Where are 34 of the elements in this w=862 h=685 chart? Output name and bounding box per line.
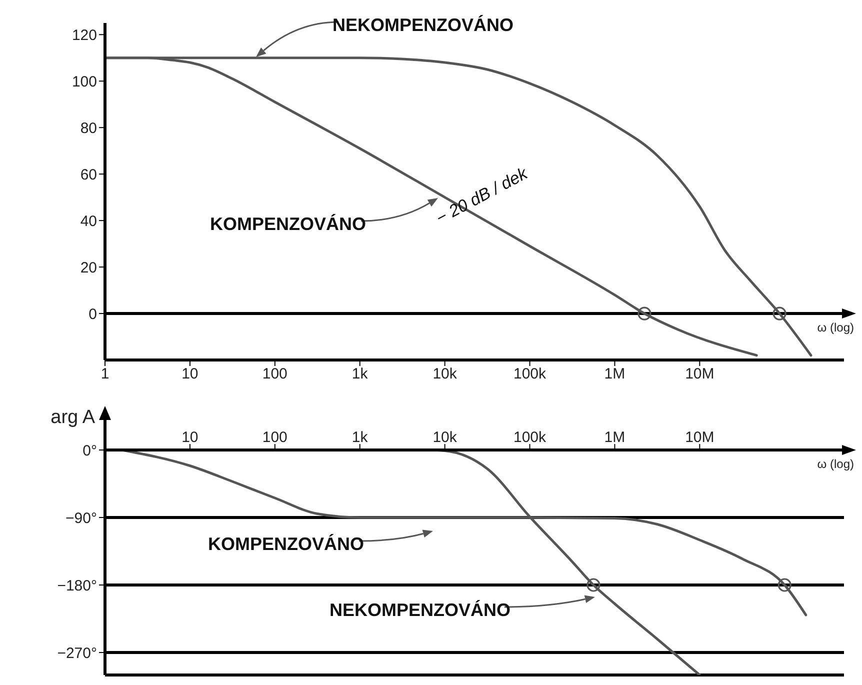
x-tick-label: 100k xyxy=(513,366,547,383)
x-tick-label: 10M xyxy=(685,429,714,446)
y-tick-label: 40 xyxy=(80,212,97,230)
y-axis-title: arg A xyxy=(50,407,96,428)
x-tick-label: 1 xyxy=(100,366,110,383)
x-tick-label: 1M xyxy=(604,429,626,446)
annotation: − 20 dB / dek xyxy=(433,164,532,228)
x-tick-label: 10 xyxy=(182,429,198,446)
x-axis-title: ω (log) xyxy=(817,320,854,335)
x-tick-label: 10 xyxy=(182,366,198,383)
x-tick-label: 1M xyxy=(604,366,626,383)
y-tick-label: 80 xyxy=(80,120,97,137)
y-tick-label: −270° xyxy=(57,644,97,662)
x-tick-label: 10k xyxy=(432,366,458,383)
annotation: KOMPENZOVÁNO xyxy=(210,214,366,234)
x-tick-label: 100 xyxy=(262,429,288,446)
y-tick-label: 60 xyxy=(80,166,97,184)
annotation: KOMPENZOVÁNO xyxy=(208,534,364,554)
x-axis-title: ω (log) xyxy=(817,457,854,471)
x-tick-label: 100 xyxy=(262,366,288,383)
x-tick-label: 1k xyxy=(352,366,368,383)
y-tick-label: −90° xyxy=(66,510,97,527)
annotation: NEKOMPENZOVÁNO xyxy=(332,14,514,35)
y-tick-label: 0 xyxy=(88,306,97,323)
y-tick-label: 100 xyxy=(72,73,97,90)
y-tick-label: 0° xyxy=(82,442,97,460)
y-tick-label: −180° xyxy=(57,577,97,594)
x-tick-label: 100k xyxy=(513,429,547,446)
x-tick-label: 10M xyxy=(685,366,714,383)
y-tick-label: 120 xyxy=(72,26,97,44)
x-tick-label: 1k xyxy=(352,429,368,446)
y-tick-label: 20 xyxy=(80,259,97,276)
annotation: NEKOMPENZOVÁNO xyxy=(329,600,511,620)
x-tick-label: 10k xyxy=(432,429,458,446)
